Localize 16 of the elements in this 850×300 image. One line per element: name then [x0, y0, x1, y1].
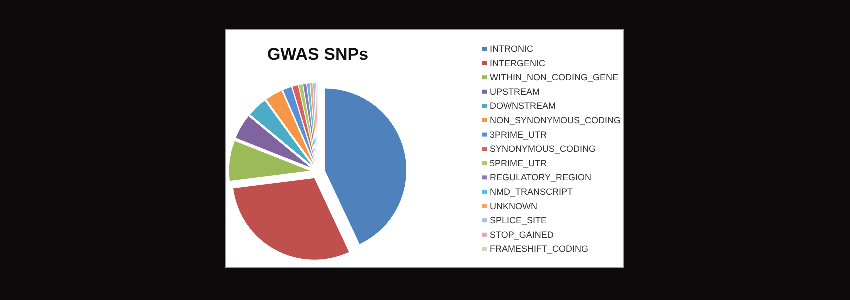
legend-label: REGULATORY_REGION [490, 172, 592, 183]
legend-label: INTRONIC [490, 44, 534, 54]
text: GWAS SNPs [267, 45, 369, 64]
legend-label: WITHIN_NON_CODING_GENE [490, 72, 619, 83]
legend-label: 3PRIME_UTR [490, 130, 548, 140]
legend-label: SYNONYMOUS_CODING [490, 144, 596, 154]
legend-label: FRAMESHIFT_CODING [490, 244, 589, 254]
legend-label: UPSTREAM [490, 86, 540, 97]
legend-label: STOP_GAINED [490, 230, 554, 240]
legend-label: NMD_TRANSCRIPT [490, 187, 574, 197]
legend-label: DOWNSTREAM [490, 101, 556, 112]
legend-label: UNKNOWN [490, 201, 538, 212]
legend-label: 5PRIME_UTR [490, 158, 548, 168]
legend-label: SPLICE_SITE [490, 216, 548, 226]
legend-label: INTERGENIC [490, 58, 546, 68]
legend-label: NON_SYNONYMOUS_CODING [490, 116, 622, 126]
